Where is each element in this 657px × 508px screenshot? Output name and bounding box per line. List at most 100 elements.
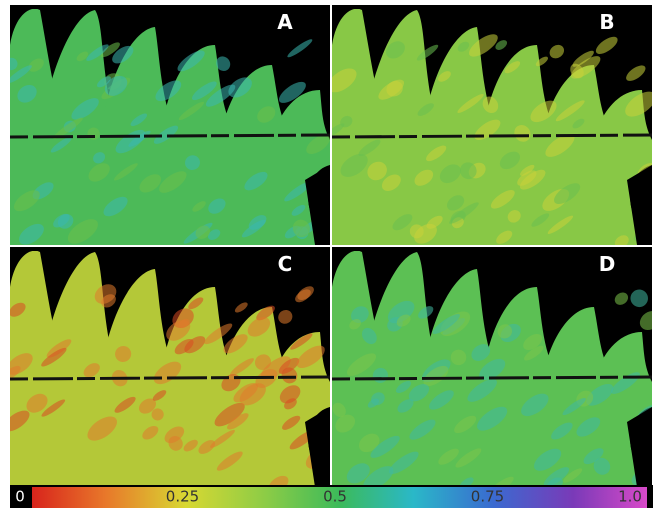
texture	[593, 457, 611, 475]
texture	[177, 50, 205, 72]
texture	[216, 451, 243, 471]
texture	[296, 345, 325, 369]
texture	[517, 170, 537, 186]
texture	[228, 77, 252, 98]
texture	[545, 134, 575, 157]
texture	[188, 297, 204, 310]
texture	[385, 41, 405, 59]
texture	[227, 413, 249, 430]
texture	[208, 198, 226, 214]
texture	[358, 433, 380, 453]
texture	[496, 230, 513, 244]
texture	[192, 201, 206, 212]
texture	[50, 137, 72, 153]
texture	[139, 174, 162, 193]
panel: A	[10, 5, 330, 245]
rachis-gap	[305, 165, 330, 245]
texture	[234, 302, 248, 313]
texture	[214, 402, 245, 427]
texture	[576, 417, 601, 437]
texture	[142, 425, 159, 440]
texture	[499, 151, 521, 170]
texture	[440, 311, 471, 337]
texture	[572, 50, 594, 67]
texture	[281, 367, 298, 384]
texture	[332, 123, 345, 138]
texture	[10, 302, 26, 317]
texture	[524, 345, 544, 361]
texture	[248, 215, 267, 230]
texture	[112, 45, 134, 64]
texture	[630, 289, 648, 308]
texture	[94, 284, 117, 304]
texture	[291, 204, 306, 216]
panel-label: C	[278, 252, 293, 276]
texture	[469, 34, 498, 57]
colorbar	[32, 487, 647, 508]
panel-label: D	[599, 252, 616, 276]
texture	[53, 117, 83, 139]
texture	[41, 399, 66, 417]
texture	[351, 306, 369, 324]
texture	[335, 414, 356, 433]
texture	[244, 171, 268, 191]
texture	[100, 42, 120, 58]
texture	[586, 383, 614, 406]
colorbar-ticks: 0 0.25 0.5 0.75 1.0	[15, 488, 642, 506]
texture	[397, 399, 414, 413]
leaf-shape	[10, 5, 330, 245]
texture	[392, 214, 413, 231]
texture	[278, 81, 306, 103]
texture	[216, 56, 231, 71]
texture	[395, 380, 412, 394]
texture	[306, 134, 330, 155]
texture	[570, 56, 601, 79]
texture	[409, 419, 436, 440]
midrib	[332, 133, 652, 139]
texture	[114, 396, 136, 413]
texture	[239, 383, 266, 406]
texture	[614, 235, 629, 245]
texture	[549, 44, 565, 59]
texture	[152, 390, 167, 401]
texture	[53, 213, 70, 228]
texture	[268, 475, 289, 487]
colorbar-tick-label: 0.5	[323, 488, 347, 506]
texture	[340, 115, 353, 128]
texture	[595, 36, 618, 54]
texture	[349, 318, 361, 330]
texture	[414, 169, 434, 186]
colorbar-tick-label: 0.25	[166, 488, 199, 506]
texture	[439, 164, 461, 184]
rachis-gap	[627, 165, 652, 245]
panel: D	[332, 247, 652, 487]
texture	[287, 39, 313, 58]
texture	[523, 333, 543, 350]
midrib	[10, 375, 330, 381]
texture	[46, 339, 72, 358]
texture	[174, 338, 194, 355]
texture	[639, 310, 652, 331]
texture	[19, 223, 44, 245]
texture	[340, 153, 368, 177]
panel-corner	[332, 247, 652, 251]
texture	[10, 65, 32, 84]
panel-label: B	[599, 10, 614, 34]
texture	[554, 183, 581, 205]
texture	[88, 163, 110, 182]
texture	[159, 171, 187, 193]
texture	[10, 365, 21, 380]
midrib	[10, 133, 330, 139]
texture	[247, 317, 271, 337]
texture	[191, 81, 217, 101]
panel-label: A	[277, 10, 293, 34]
texture	[408, 384, 430, 402]
texture	[103, 196, 128, 217]
texture	[457, 41, 470, 52]
midrib	[332, 375, 652, 381]
texture	[292, 219, 310, 238]
texture	[479, 358, 506, 381]
texture	[185, 155, 200, 171]
texture	[86, 44, 109, 61]
